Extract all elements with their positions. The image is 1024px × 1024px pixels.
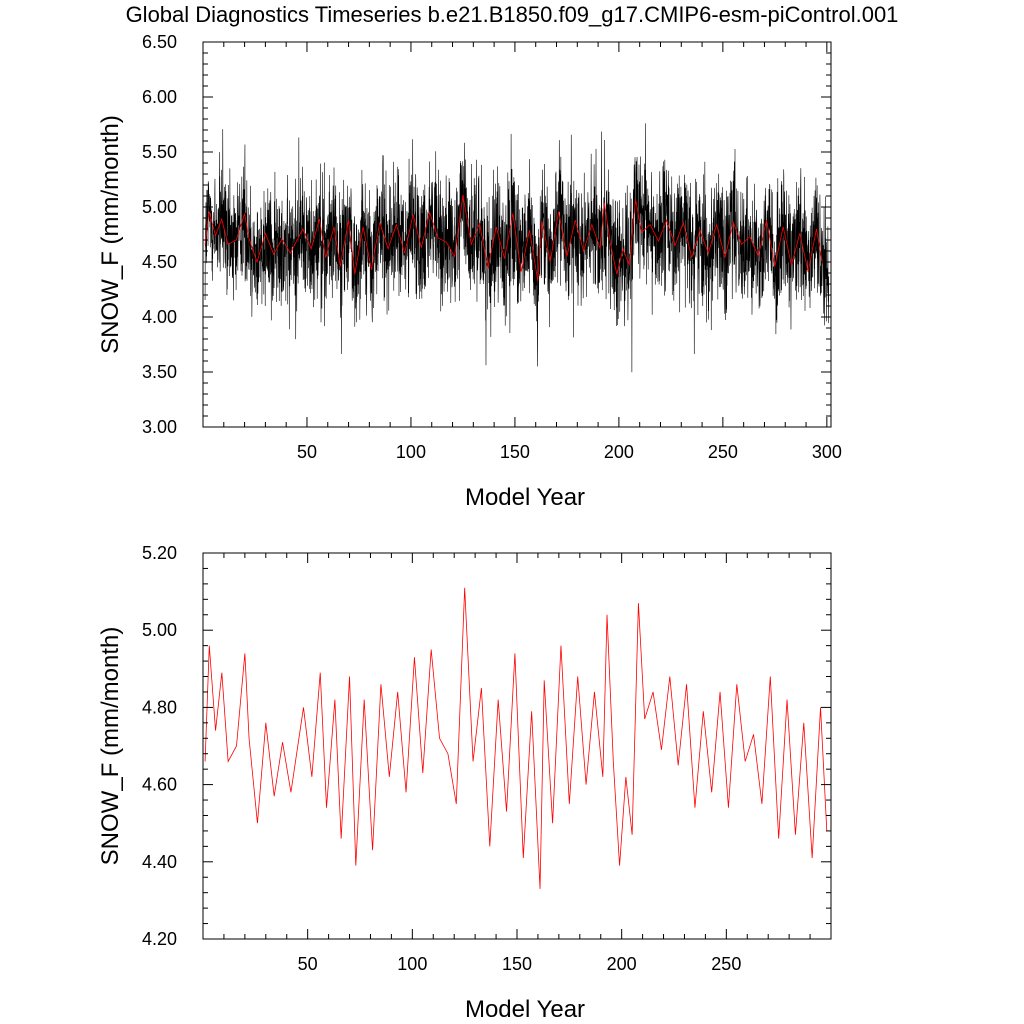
x-tick-label: 100 <box>397 954 427 974</box>
top-panel: 3.00 3.50 4.00 4.50 5.00 5.50 6.00 6.50 50 100 150… <box>97 32 842 511</box>
x-tick-label: 200 <box>604 442 634 462</box>
chart-title: Global Diagnostics Timeseries b.e21.B185… <box>126 2 899 27</box>
y-tick-label: 6.00 <box>142 87 177 107</box>
bottom-panel: 4.20 4.40 4.60 4.80 5.00 5.20 50 100 150 200 250 Mo… <box>97 543 832 1023</box>
y-tick-label: 4.40 <box>142 852 177 872</box>
y-tick-label: 5.20 <box>142 543 177 563</box>
x-tick-label: 100 <box>396 442 426 462</box>
y-tick-label: 4.50 <box>142 252 177 272</box>
x-tick-label: 300 <box>812 442 842 462</box>
y-tick-label: 6.50 <box>142 32 177 52</box>
x-axis-label: Model Year <box>465 484 585 511</box>
x-tick-label: 200 <box>607 954 637 974</box>
y-tick-label: 4.00 <box>142 307 177 327</box>
y-tick-label: 3.00 <box>142 417 177 437</box>
x-tick-label: 250 <box>708 442 738 462</box>
y-tick-label: 4.60 <box>142 775 177 795</box>
x-tick-label: 150 <box>500 442 530 462</box>
y-tick-label: 4.20 <box>142 929 177 949</box>
plot-frame <box>202 552 832 940</box>
x-tick-label: 250 <box>711 954 741 974</box>
annual-mean-line <box>204 587 828 889</box>
y-tick-label: 5.50 <box>142 142 177 162</box>
x-axis-label: Model Year <box>465 996 585 1023</box>
y-axis-label: SNOW_F (mm/month) <box>97 115 124 354</box>
y-tick-label: 3.50 <box>142 362 177 382</box>
x-tick-label: 150 <box>502 954 532 974</box>
y-tick-label: 4.80 <box>142 697 177 717</box>
plot-frame <box>202 41 832 428</box>
annual-mean-line <box>204 194 824 281</box>
y-axis-label: SNOW_F (mm/month) <box>97 627 124 866</box>
x-tick-label: 50 <box>298 954 318 974</box>
x-tick-label: 50 <box>297 442 317 462</box>
y-tick-label: 5.00 <box>142 197 177 217</box>
monthly-series-line <box>204 123 830 373</box>
y-tick-label: 5.00 <box>142 620 177 640</box>
